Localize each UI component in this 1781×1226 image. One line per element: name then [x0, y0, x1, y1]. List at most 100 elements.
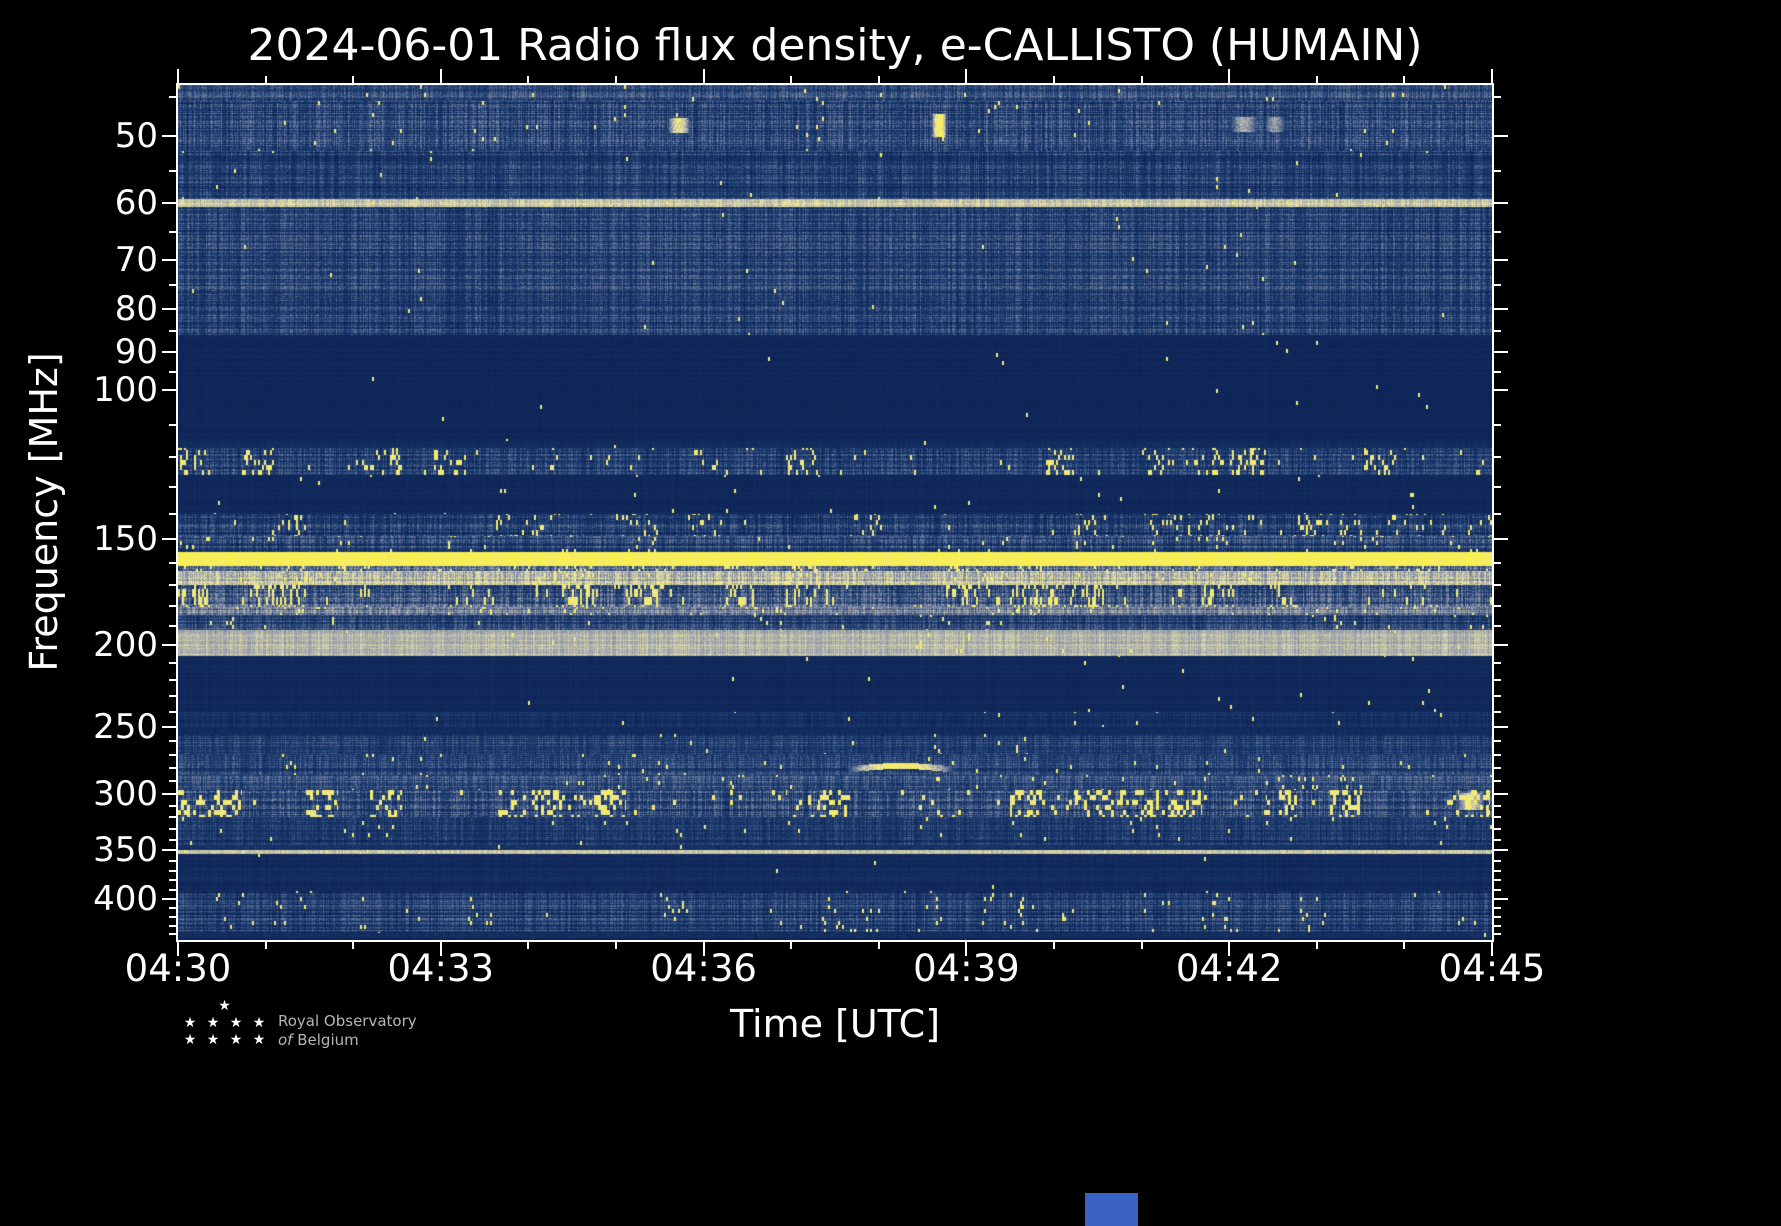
y-major-tick — [162, 849, 176, 852]
x-minor-tick-top — [615, 76, 617, 83]
x-minor-tick-top — [264, 76, 267, 83]
y-minor-tick — [169, 869, 176, 872]
x-minor-tick — [615, 942, 617, 949]
y-minor-tick-right — [1494, 780, 1501, 783]
y-minor-tick-right — [1494, 678, 1501, 681]
x-minor-tick-top — [1053, 76, 1055, 83]
y-minor-tick — [169, 753, 176, 756]
y-minor-tick-right — [1494, 740, 1501, 743]
y-major-tick — [162, 389, 176, 392]
y-tick-label: 300 — [93, 773, 158, 814]
y-major-tick-right — [1494, 135, 1508, 138]
y-major-tick-right — [1494, 258, 1508, 261]
y-major-tick — [162, 792, 176, 795]
footer-org-line2: of Belgium — [278, 1031, 417, 1050]
y-minor-tick-right — [1494, 625, 1501, 628]
x-minor-tick — [1140, 942, 1143, 949]
x-minor-tick — [1403, 942, 1406, 949]
y-minor-tick-right — [1494, 907, 1501, 910]
y-minor-tick — [169, 170, 176, 173]
y-minor-tick-right — [1494, 170, 1501, 173]
y-minor-tick-right — [1494, 710, 1501, 713]
y-minor-tick — [169, 485, 176, 488]
y-major-tick — [162, 643, 176, 646]
star-row: ★ ★ ★ ★ — [183, 1032, 269, 1048]
y-major-tick — [162, 135, 176, 138]
y-minor-tick — [169, 888, 176, 891]
x-minor-tick-top — [877, 76, 880, 83]
x-minor-tick — [352, 942, 355, 949]
y-minor-tick — [169, 859, 176, 862]
y-minor-tick — [169, 907, 176, 910]
x-tick-label: 04:33 — [387, 947, 495, 990]
y-minor-tick-right — [1494, 370, 1501, 373]
y-major-tick-right — [1494, 202, 1508, 205]
y-minor-tick — [169, 283, 176, 286]
x-minor-tick — [264, 942, 267, 949]
y-minor-tick — [169, 816, 176, 819]
spectrogram-canvas — [178, 85, 1492, 940]
y-tick-label: 400 — [93, 879, 158, 920]
x-minor-tick-top — [1315, 76, 1318, 83]
x-major-tick — [1491, 942, 1493, 956]
y-axis-label: Frequency [MHz] — [22, 352, 66, 672]
y-major-tick-right — [1494, 849, 1508, 852]
x-tick-label: 04:42 — [1175, 947, 1283, 990]
y-minor-tick-right — [1494, 456, 1501, 459]
y-minor-tick-right — [1494, 329, 1501, 332]
y-minor-tick-right — [1494, 695, 1501, 698]
y-minor-tick — [169, 804, 176, 807]
y-minor-tick-right — [1494, 283, 1501, 286]
x-minor-tick-top — [1140, 76, 1143, 83]
rob-logo-stars-icon: ★ ★ ★ ★ ★ ★ ★ ★ ★ — [183, 998, 269, 1049]
star-row: ★ ★ ★ ★ — [183, 1015, 269, 1031]
y-minor-tick — [169, 916, 176, 919]
y-minor-tick — [169, 710, 176, 713]
y-minor-tick-right — [1494, 753, 1501, 756]
x-major-tick-top — [439, 69, 442, 83]
y-minor-tick — [169, 370, 176, 373]
y-minor-tick — [169, 231, 176, 234]
y-major-tick-right — [1494, 350, 1508, 353]
y-minor-tick — [169, 96, 176, 99]
y-minor-tick-right — [1494, 561, 1501, 564]
footer-org-line1: Royal Observatory — [278, 1012, 417, 1030]
x-tick-label: 04:30 — [124, 947, 232, 990]
y-major-tick — [162, 350, 176, 353]
y-minor-tick — [169, 661, 176, 664]
y-tick-label: 350 — [93, 830, 158, 871]
y-minor-tick-right — [1494, 827, 1501, 830]
y-minor-tick — [169, 678, 176, 681]
y-tick-label: 50 — [114, 116, 158, 157]
y-major-tick — [162, 307, 176, 310]
y-minor-tick-right — [1494, 512, 1501, 515]
x-minor-tick-top — [1403, 76, 1406, 83]
y-minor-tick-right — [1494, 879, 1501, 882]
x-major-tick-top — [1491, 69, 1493, 83]
x-minor-tick — [790, 942, 793, 949]
x-major-tick — [1228, 942, 1231, 956]
y-major-tick — [162, 538, 176, 541]
y-minor-tick-right — [1494, 888, 1501, 891]
y-minor-tick-right — [1494, 924, 1501, 927]
y-minor-tick — [169, 924, 176, 927]
x-major-tick — [965, 942, 968, 956]
y-minor-tick — [169, 767, 176, 770]
y-major-tick — [162, 898, 176, 901]
blue-mark — [1085, 1193, 1138, 1226]
x-minor-tick — [527, 942, 530, 949]
y-major-tick-right — [1494, 538, 1508, 541]
chart-title: 2024-06-01 Radio flux density, e-CALLIST… — [247, 20, 1423, 71]
plot-frame — [176, 83, 1494, 942]
x-major-tick-top — [702, 69, 705, 83]
footer-logo-text: Royal Observatory of Belgium — [278, 1012, 417, 1050]
y-major-tick — [162, 202, 176, 205]
y-minor-tick-right — [1494, 661, 1501, 664]
y-minor-tick — [169, 561, 176, 564]
y-minor-tick — [169, 512, 176, 515]
y-minor-tick — [169, 838, 176, 841]
y-minor-tick-right — [1494, 804, 1501, 807]
x-tick-label: 04:39 — [913, 947, 1020, 990]
x-minor-tick-top — [352, 76, 355, 83]
